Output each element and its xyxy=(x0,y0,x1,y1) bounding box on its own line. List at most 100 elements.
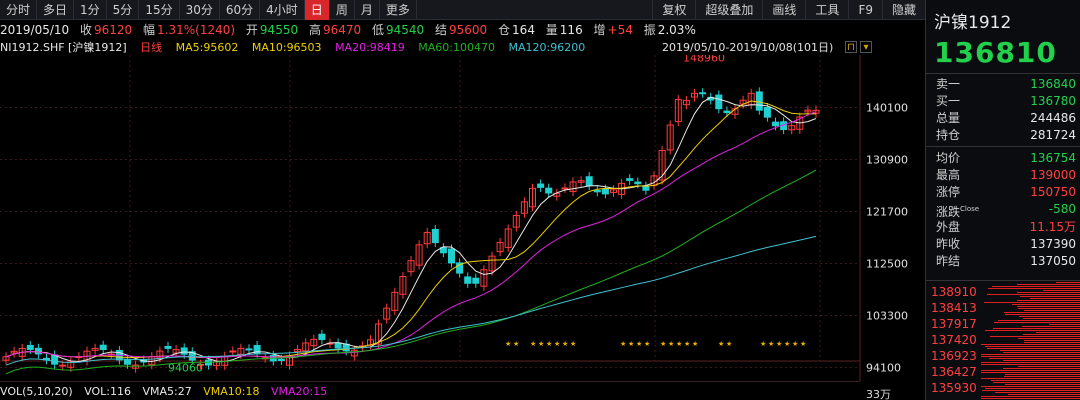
close-superscript: Close xyxy=(960,205,980,213)
ma-legend: NI1912.SHF [沪镍1912] 日线 MA5:95602 MA10:96… xyxy=(0,40,925,55)
axis-tick-label: 130900 xyxy=(866,154,908,167)
candle-body xyxy=(763,106,771,118)
amp-value: 2.03% xyxy=(657,23,696,37)
depth-bar xyxy=(1005,384,1080,385)
candle-body xyxy=(34,347,42,355)
candle-body xyxy=(196,363,204,366)
depth-bar xyxy=(1004,312,1080,313)
depth-bar xyxy=(988,358,1080,359)
depth-bar xyxy=(1020,296,1080,297)
candle-body xyxy=(472,277,480,284)
candle-body xyxy=(723,110,731,114)
quote-panel: 沪镍1912 136810 138910 138413 137917 137420 13… xyxy=(925,0,1080,400)
inc-value: +54 xyxy=(607,23,633,37)
panel-divider xyxy=(926,280,1080,281)
depth-bar xyxy=(1005,374,1080,375)
depth-bar xyxy=(981,344,1080,345)
quote-row-label: 均价 xyxy=(936,151,961,165)
quote-row: 昨结 137050 xyxy=(936,253,1076,270)
candle-body xyxy=(229,350,237,353)
toolbar-button-4[interactable]: F9 xyxy=(848,0,882,20)
signal-star: ★ xyxy=(692,340,698,348)
toolbar-button-2[interactable]: 画线 xyxy=(762,0,805,20)
volume-axis-label: 33万 xyxy=(866,388,891,400)
depth-row: 138910 xyxy=(926,284,1080,300)
tab-period-6[interactable]: 60分 xyxy=(220,0,261,20)
candle-body xyxy=(399,276,407,295)
depth-bar xyxy=(1022,318,1080,319)
quote-row: 持仓 281724 xyxy=(936,127,1076,144)
tab-period-4[interactable]: 15分 xyxy=(139,0,180,20)
candle-body xyxy=(407,260,415,273)
tab-period-2[interactable]: 1分 xyxy=(74,0,107,20)
candle-body xyxy=(415,244,423,266)
toolbar-button-0[interactable]: 复权 xyxy=(652,0,695,20)
tab-period-9[interactable]: 周 xyxy=(330,0,355,20)
depth-bar xyxy=(1003,352,1080,353)
toolbar-button-1[interactable]: 超级叠加 xyxy=(695,0,762,20)
depth-bar xyxy=(1003,368,1080,369)
ma20-label: MA20:98419 xyxy=(335,41,405,54)
axis-tick-label: 112500 xyxy=(866,258,908,271)
axis-tick-label: 121700 xyxy=(866,206,908,219)
settle-label: 结 xyxy=(435,23,448,37)
depth-bar xyxy=(981,372,1080,373)
lock-icon[interactable]: ⊓ xyxy=(845,41,857,53)
signal-star: ★ xyxy=(676,340,682,348)
candle-body xyxy=(237,347,245,355)
candle-body xyxy=(788,125,796,131)
quote-row-value: 150750 xyxy=(1030,185,1076,199)
candle-body xyxy=(658,149,666,181)
candle-body xyxy=(504,228,512,248)
vol-current: VOL:116 xyxy=(84,385,132,398)
candle-body xyxy=(294,348,302,353)
candle-body xyxy=(666,124,674,151)
low-value: 94540 xyxy=(385,23,425,37)
signal-star: ★ xyxy=(562,340,568,348)
depth-bar xyxy=(981,364,1080,365)
quote-row-label: 卖一 xyxy=(936,77,961,91)
signal-star: ★ xyxy=(760,340,766,348)
panel-divider xyxy=(926,73,1080,74)
depth-bar xyxy=(1008,394,1080,395)
quote-row-value: -580 xyxy=(1048,202,1076,216)
tab-period-7[interactable]: 4小时 xyxy=(260,0,305,20)
signal-star: ★ xyxy=(554,340,560,348)
candle-body xyxy=(715,94,723,110)
tab-period-3[interactable]: 5分 xyxy=(107,0,140,20)
candle-body xyxy=(682,99,690,106)
toolbar-button-3[interactable]: 工具 xyxy=(805,0,848,20)
candle-body xyxy=(245,348,253,351)
depth-bar xyxy=(981,362,1080,363)
settle-value: 95600 xyxy=(449,23,488,37)
quote-row-label: 最高 xyxy=(936,168,961,182)
settings-icon[interactable]: ▾ xyxy=(860,41,872,53)
depth-price: 137420 xyxy=(931,333,977,347)
quote-row-label: 昨结 xyxy=(936,254,961,268)
candle-body xyxy=(496,242,504,253)
signal-star: ★ xyxy=(684,340,690,348)
signal-star: ★ xyxy=(726,340,732,348)
candle-body xyxy=(26,344,34,350)
candle-body xyxy=(464,276,472,284)
signal-star: ★ xyxy=(792,340,798,348)
tab-period-11[interactable]: 更多 xyxy=(380,0,417,20)
tab-period-1[interactable]: 多日 xyxy=(37,0,75,20)
symbol-label: NI1912.SHF [沪镍1912] xyxy=(0,41,127,54)
candle-body xyxy=(796,116,804,130)
signal-star: ★ xyxy=(784,340,790,348)
toolbar-button-5[interactable]: 隐藏 xyxy=(881,0,925,20)
tab-period-0[interactable]: 分时 xyxy=(0,0,38,20)
vma5-label: VMA5:27 xyxy=(142,385,192,398)
quote-row-value: 11.15万 xyxy=(1029,220,1076,234)
depth-bar xyxy=(1023,340,1080,341)
axis-tick-label: 140100 xyxy=(866,102,908,115)
tab-period-10[interactable]: 月 xyxy=(355,0,380,20)
tab-period-5[interactable]: 30分 xyxy=(180,0,220,20)
candle-body xyxy=(439,247,447,254)
candlestick-chart[interactable]: 1401001309001217001125001033009410015361… xyxy=(0,55,925,381)
depth-bar xyxy=(1056,282,1080,283)
depth-bar xyxy=(982,390,1080,391)
quote-row: 均价 136754 xyxy=(936,150,1076,167)
tab-period-8[interactable]: 日 xyxy=(304,0,330,20)
